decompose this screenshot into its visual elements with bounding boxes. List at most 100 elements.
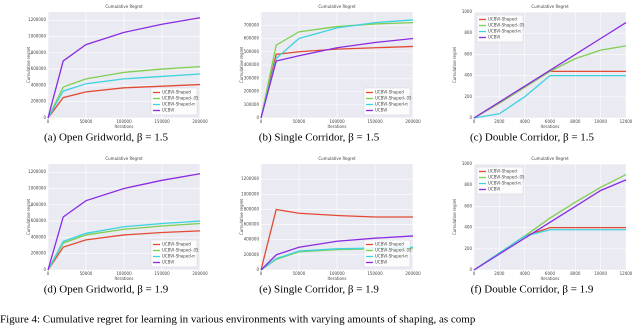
legend-label: UCBVI-Shaped-.05 xyxy=(375,248,412,253)
x-tick-label: 200000 xyxy=(405,119,421,124)
x-axis-label: Iterations xyxy=(540,276,559,281)
chart-title: Cumulative Regret xyxy=(531,4,569,9)
x-axis-label: Iterations xyxy=(327,124,346,129)
y-tick-label: 100000 xyxy=(244,102,260,107)
panel-caption: (c) Double Corridor, β = 1.5 xyxy=(470,132,595,144)
y-tick-label: 200000 xyxy=(31,99,47,104)
y-tick-label: 0 xyxy=(469,267,472,272)
x-tick-label: 2000 xyxy=(494,119,505,124)
legend-label: UCBVI-Shaped-.05 xyxy=(162,248,199,253)
y-axis-label: Cumulative regret xyxy=(239,46,244,83)
x-tick-label: 200000 xyxy=(192,271,208,276)
legend-label: UCBVI xyxy=(375,260,387,265)
x-tick-label: 0 xyxy=(473,271,476,276)
chart-title: Cumulative Regret xyxy=(105,4,143,9)
y-axis-label: Cumulative regret xyxy=(26,46,31,83)
x-tick-label: 8000 xyxy=(570,119,581,124)
chart-title: Cumulative Regret xyxy=(531,156,569,161)
legend-label: UCBVI-Shaped-.05 xyxy=(162,96,199,101)
y-tick-label: 800000 xyxy=(31,202,47,207)
y-tick-label: 1200000 xyxy=(28,17,46,22)
series-line xyxy=(47,73,201,119)
legend-label: UCBVI-Shaped xyxy=(488,169,517,174)
x-axis-label: Iterations xyxy=(327,276,346,281)
y-tick-label: 200 xyxy=(464,94,472,99)
x-tick-label: 10000 xyxy=(594,119,607,124)
series-line xyxy=(47,173,201,271)
y-tick-label: 0 xyxy=(256,115,259,120)
legend-label: UCBVI-Shaped-.05 xyxy=(488,175,525,180)
y-tick-label: 400000 xyxy=(31,82,47,87)
x-tick-label: 100000 xyxy=(116,271,132,276)
x-tick-label: 12000 xyxy=(620,119,633,124)
panel-caption: (a) Open Gridworld, β = 1.5 xyxy=(44,132,168,144)
series-line xyxy=(473,179,627,271)
y-tick-label: 0 xyxy=(43,115,46,120)
y-tick-label: 600000 xyxy=(244,36,260,41)
x-tick-label: 6000 xyxy=(545,271,556,276)
legend-label: UCBVI-Shaped-.05 xyxy=(488,23,525,28)
y-tick-label: 1200000 xyxy=(241,176,259,181)
y-tick-label: 200000 xyxy=(31,251,47,256)
series-line xyxy=(473,229,626,271)
y-axis-label: Cumulative regret xyxy=(452,46,457,83)
legend-label: UCBVI-Shaped xyxy=(488,17,517,22)
legend-label: UCBVI xyxy=(162,260,174,265)
series-line xyxy=(47,17,201,119)
legend-label: UCBVI-Shaped-π xyxy=(488,181,521,186)
x-tick-label: 150000 xyxy=(154,119,170,124)
x-tick-label: 50000 xyxy=(80,119,93,124)
legend-label: UCBVI-Shaped-π xyxy=(162,102,195,107)
panel-caption: (b) Single Corridor, β = 1.5 xyxy=(259,132,380,144)
x-tick-label: 8000 xyxy=(570,271,581,276)
legend-label: UCBVI-Shaped-.05 xyxy=(375,96,412,101)
x-tick-label: 10000 xyxy=(594,271,607,276)
x-tick-label: 0 xyxy=(47,119,50,124)
legend-label: UCBVI-Shaped-π xyxy=(488,29,521,34)
x-tick-label: 150000 xyxy=(367,119,383,124)
x-tick-label: 0 xyxy=(473,119,476,124)
y-axis-label: Cumulative regret xyxy=(452,198,457,235)
legend-label: UCBVI-Shaped-π xyxy=(375,102,408,107)
y-tick-label: 800 xyxy=(464,30,472,35)
y-tick-label: 0 xyxy=(469,115,472,120)
x-axis-label: Iterations xyxy=(114,276,133,281)
legend-label: UCBVI-Shaped-π xyxy=(375,254,408,259)
y-tick-label: 1000 xyxy=(462,161,473,166)
y-tick-label: 800 xyxy=(464,182,472,187)
series-line xyxy=(47,230,201,271)
x-tick-label: 200000 xyxy=(192,119,208,124)
x-tick-label: 4000 xyxy=(520,271,531,276)
series-line xyxy=(473,74,626,119)
legend-label: UCBVI-Shaped xyxy=(162,242,191,247)
chart-title: Cumulative Regret xyxy=(105,156,143,161)
y-tick-label: 1000000 xyxy=(241,191,259,196)
legend-label: UCBVI-Shaped xyxy=(375,242,404,247)
legend-label: UCBVI xyxy=(488,187,500,192)
y-tick-label: 800000 xyxy=(31,50,47,55)
y-tick-label: 1000 xyxy=(462,9,473,14)
series-line xyxy=(473,45,627,119)
x-tick-label: 100000 xyxy=(116,119,132,124)
x-tick-label: 200000 xyxy=(405,271,421,276)
series-line xyxy=(260,45,414,119)
y-axis-label: Cumulative regret xyxy=(26,198,31,235)
legend-label: UCBVI xyxy=(162,108,174,113)
series-line xyxy=(260,208,413,271)
series-line xyxy=(260,21,414,119)
x-axis-label: Iterations xyxy=(114,124,133,129)
y-tick-label: 1000000 xyxy=(28,185,46,190)
y-tick-label: 300000 xyxy=(244,75,260,80)
y-tick-label: 500000 xyxy=(244,49,260,54)
y-tick-label: 1200000 xyxy=(28,169,46,174)
x-tick-label: 100000 xyxy=(329,271,345,276)
y-tick-label: 1000000 xyxy=(28,33,46,38)
x-tick-label: 100000 xyxy=(329,119,345,124)
y-tick-label: 400000 xyxy=(244,62,260,67)
y-tick-label: 800000 xyxy=(244,206,260,211)
y-tick-label: 600 xyxy=(464,203,472,208)
x-tick-label: 150000 xyxy=(154,271,170,276)
figure-caption: Figure 4: Cumulative regret for learning… xyxy=(0,314,476,326)
